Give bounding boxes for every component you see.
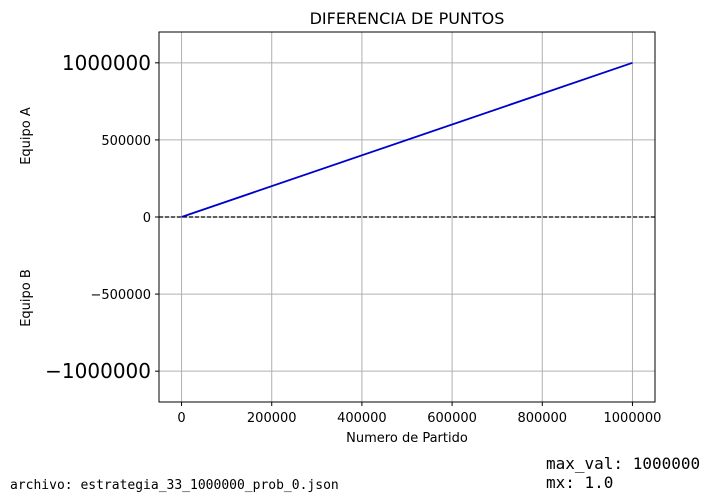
y-axis-label-bottom: Equipo B xyxy=(19,269,34,327)
y-tick-label: 500000 xyxy=(101,134,151,149)
y-tick-label: 1000000 xyxy=(62,51,151,75)
y-axis-ticks: 1000000 500000 0 −500000 −1000000 xyxy=(45,51,159,383)
x-axis-label: Numero de Partido xyxy=(346,431,468,446)
series-lines xyxy=(181,61,633,218)
x-tick-label: 400000 xyxy=(337,411,387,426)
max-val-text: max_val: 1000000 xyxy=(546,454,701,473)
file-name-text: archivo: estrategia_33_1000000_prob_0.js… xyxy=(10,478,339,493)
stats-box: max_val: 1000000 mx: 1.0 xyxy=(546,454,700,492)
mx-text: mx: 1.0 xyxy=(546,473,614,492)
x-tick-label: 600000 xyxy=(427,411,477,426)
chart-title: DIFERENCIA DE PUNTOS xyxy=(310,9,505,28)
y-axis-label-top: Equipo A xyxy=(19,107,34,165)
x-tick-label: 800000 xyxy=(517,411,567,426)
x-axis-ticks: 0 200000 400000 600000 800000 1000000 xyxy=(177,402,661,426)
y-tick-label: −1000000 xyxy=(45,359,151,383)
y-tick-label: −500000 xyxy=(90,288,151,303)
x-tick-label: 0 xyxy=(177,411,185,426)
x-tick-label: 1000000 xyxy=(604,411,662,426)
y-tick-label: 0 xyxy=(143,211,151,226)
x-tick-label: 200000 xyxy=(247,411,297,426)
series-line xyxy=(181,61,633,218)
